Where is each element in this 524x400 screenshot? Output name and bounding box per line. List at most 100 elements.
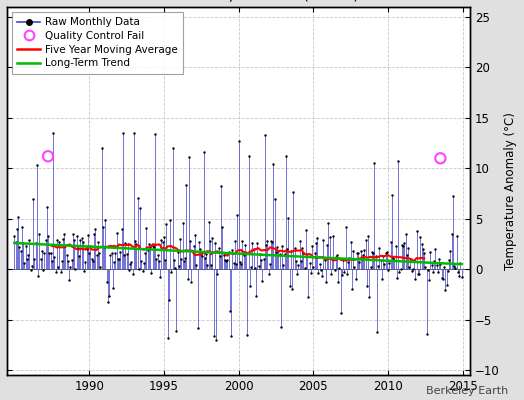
Point: [335, 264, 344, 271]
Point: [121, 240, 129, 246]
Point: [263, 238, 271, 244]
Point: [162, 220, 171, 227]
Point: [274, 248, 282, 254]
Point: [431, 246, 440, 252]
Point: [395, 269, 403, 275]
Point: [288, 286, 297, 292]
Point: [410, 257, 419, 264]
Point: [284, 215, 292, 222]
Point: [264, 270, 272, 277]
Point: [312, 240, 320, 246]
Point: [257, 256, 265, 263]
Point: [236, 258, 244, 265]
Point: [278, 243, 287, 249]
Point: [171, 265, 179, 271]
Point: [146, 243, 155, 250]
Point: [101, 217, 110, 223]
Point: [36, 255, 45, 262]
Point: [180, 258, 188, 264]
Point: [378, 275, 386, 282]
Point: [14, 214, 23, 220]
Point: [316, 267, 325, 273]
Point: [346, 239, 355, 245]
Point: [54, 264, 62, 271]
Point: [82, 246, 91, 252]
Point: [444, 268, 452, 274]
Point: [186, 238, 194, 244]
Point: [201, 255, 209, 261]
Point: [78, 235, 86, 241]
Point: [336, 310, 345, 316]
Point: [34, 273, 42, 280]
Point: [365, 294, 374, 300]
Point: [192, 262, 201, 268]
Point: [85, 250, 93, 256]
Point: [309, 264, 318, 270]
Point: [184, 154, 193, 161]
Point: [44, 232, 52, 239]
Point: [409, 266, 417, 272]
Point: [267, 238, 275, 244]
Point: [226, 307, 234, 314]
Point: [191, 232, 199, 238]
Point: [197, 251, 205, 258]
Point: [411, 276, 420, 282]
Point: [135, 266, 143, 272]
Point: [266, 261, 274, 267]
Point: [89, 258, 97, 264]
Point: [398, 242, 406, 249]
Point: [342, 224, 350, 230]
Point: [155, 258, 163, 264]
Point: [360, 247, 368, 254]
Point: [174, 262, 183, 269]
Point: [222, 257, 231, 264]
Point: [408, 268, 416, 274]
Point: [193, 324, 202, 331]
Point: [131, 238, 139, 244]
Point: [61, 243, 70, 250]
Point: [445, 257, 453, 263]
Point: [425, 277, 433, 284]
Point: [442, 282, 451, 288]
Point: [305, 260, 314, 266]
Point: [182, 182, 191, 188]
Point: [161, 256, 169, 263]
Point: [170, 256, 178, 263]
Point: [375, 245, 384, 251]
Point: [428, 262, 436, 269]
Point: [132, 240, 140, 247]
Point: [330, 267, 339, 273]
Point: [38, 248, 46, 254]
Point: [339, 256, 347, 263]
Point: [194, 239, 203, 245]
Point: [383, 249, 391, 255]
Point: [115, 256, 123, 263]
Point: [84, 232, 92, 238]
Point: [48, 258, 56, 265]
Point: [233, 212, 242, 218]
Point: [107, 250, 116, 256]
Point: [449, 193, 457, 200]
Point: [262, 241, 270, 248]
Point: [300, 265, 309, 271]
Point: [279, 262, 288, 268]
Point: [151, 131, 159, 138]
Point: [415, 271, 423, 277]
Point: [120, 252, 128, 258]
Point: [270, 195, 279, 202]
Point: [144, 246, 152, 253]
Point: [247, 264, 255, 270]
Point: [114, 256, 122, 262]
Point: [42, 204, 51, 210]
Point: [273, 244, 281, 250]
Point: [86, 243, 95, 249]
Point: [254, 262, 263, 269]
Point: [430, 258, 439, 264]
Point: [29, 196, 37, 202]
Point: [338, 272, 346, 278]
Point: [348, 286, 356, 292]
Point: [40, 249, 49, 256]
Point: [12, 239, 20, 246]
Point: [130, 130, 138, 136]
Point: [232, 260, 241, 267]
